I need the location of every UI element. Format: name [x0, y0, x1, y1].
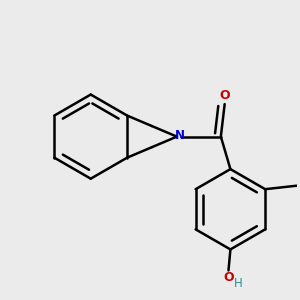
- Text: O: O: [223, 271, 234, 284]
- Text: O: O: [219, 89, 230, 102]
- Text: N: N: [175, 129, 185, 142]
- Text: H: H: [234, 277, 242, 290]
